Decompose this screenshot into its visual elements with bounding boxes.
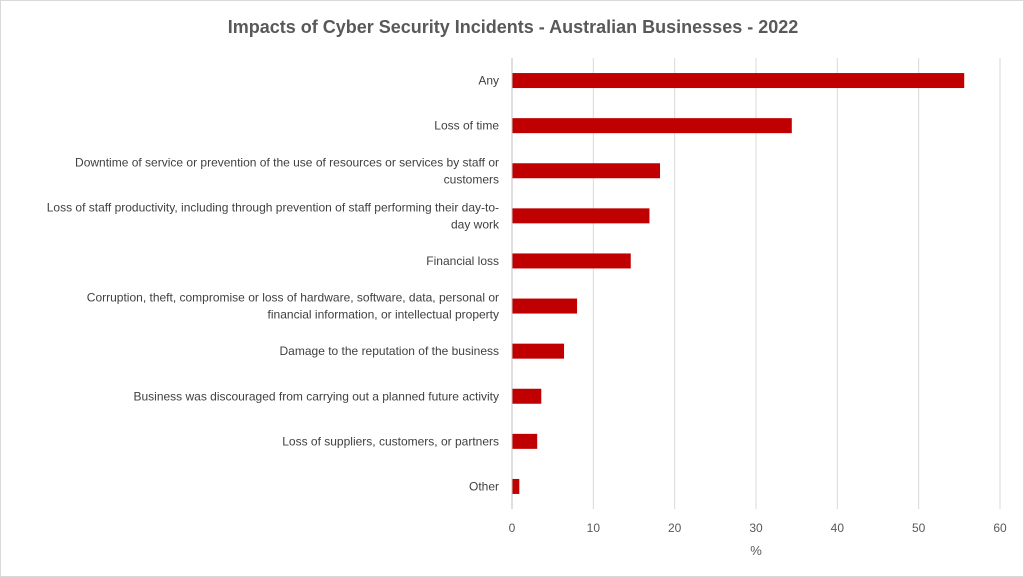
category-label-line: Corruption, theft, compromise or loss of…: [87, 291, 499, 305]
bars: [512, 73, 965, 494]
category-label-line: Other: [469, 479, 499, 493]
category-label-2: Downtime of service or prevention of the…: [75, 155, 499, 186]
x-axis-title: %: [750, 543, 762, 558]
bar-4: [512, 253, 631, 269]
category-label-4: Financial loss: [426, 254, 499, 268]
category-label-line: Damage to the reputation of the business: [280, 344, 499, 358]
category-label-line: Financial loss: [426, 254, 499, 268]
x-tick-label-2: 20: [668, 521, 682, 535]
bar-6: [512, 343, 565, 359]
bar-8: [512, 433, 538, 449]
category-labels: Any Loss of time Downtime of service or pr…: [47, 74, 500, 494]
bar-5: [512, 298, 578, 314]
category-label-0: Any: [478, 74, 499, 88]
x-tick-label-6: 60: [993, 521, 1007, 535]
category-label-line: Loss of staff productivity, including th…: [47, 200, 499, 214]
category-label-6: Damage to the reputation of the business: [280, 344, 499, 358]
x-tick-label-0: 0: [509, 521, 516, 535]
category-label-3: Loss of staff productivity, including th…: [47, 200, 500, 231]
bar-1: [512, 118, 792, 134]
category-label-line: day work: [451, 217, 500, 231]
category-label-5: Corruption, theft, compromise or loss of…: [87, 291, 499, 322]
category-label-line: financial information, or intellectual p…: [268, 308, 499, 322]
bar-0: [512, 73, 965, 89]
x-tick-label-3: 30: [749, 521, 763, 535]
category-label-line: Loss of time: [434, 119, 499, 133]
category-label-7: Business was discouraged from carrying o…: [133, 389, 499, 403]
category-label-9: Other: [469, 479, 499, 493]
category-label-line: Business was discouraged from carrying o…: [133, 389, 499, 403]
bar-2: [512, 163, 661, 179]
x-tick-labels: 0 10 20 30 40 50 60: [509, 521, 1007, 535]
x-tick-label-4: 40: [831, 521, 845, 535]
category-label-line: customers: [444, 172, 499, 186]
category-label-line: Any: [478, 74, 499, 88]
chart-title: Impacts of Cyber Security Incidents - Au…: [228, 17, 799, 37]
bar-7: [512, 388, 542, 404]
x-tick-label-5: 50: [912, 521, 926, 535]
x-tick-label-1: 10: [587, 521, 601, 535]
category-label-1: Loss of time: [434, 119, 499, 133]
bar-9: [512, 478, 520, 494]
category-label-line: Downtime of service or prevention of the…: [75, 155, 499, 169]
bar-3: [512, 208, 650, 224]
category-label-line: Loss of suppliers, customers, or partner…: [282, 434, 499, 448]
gridlines: [592, 58, 1001, 509]
category-label-8: Loss of suppliers, customers, or partner…: [282, 434, 499, 448]
